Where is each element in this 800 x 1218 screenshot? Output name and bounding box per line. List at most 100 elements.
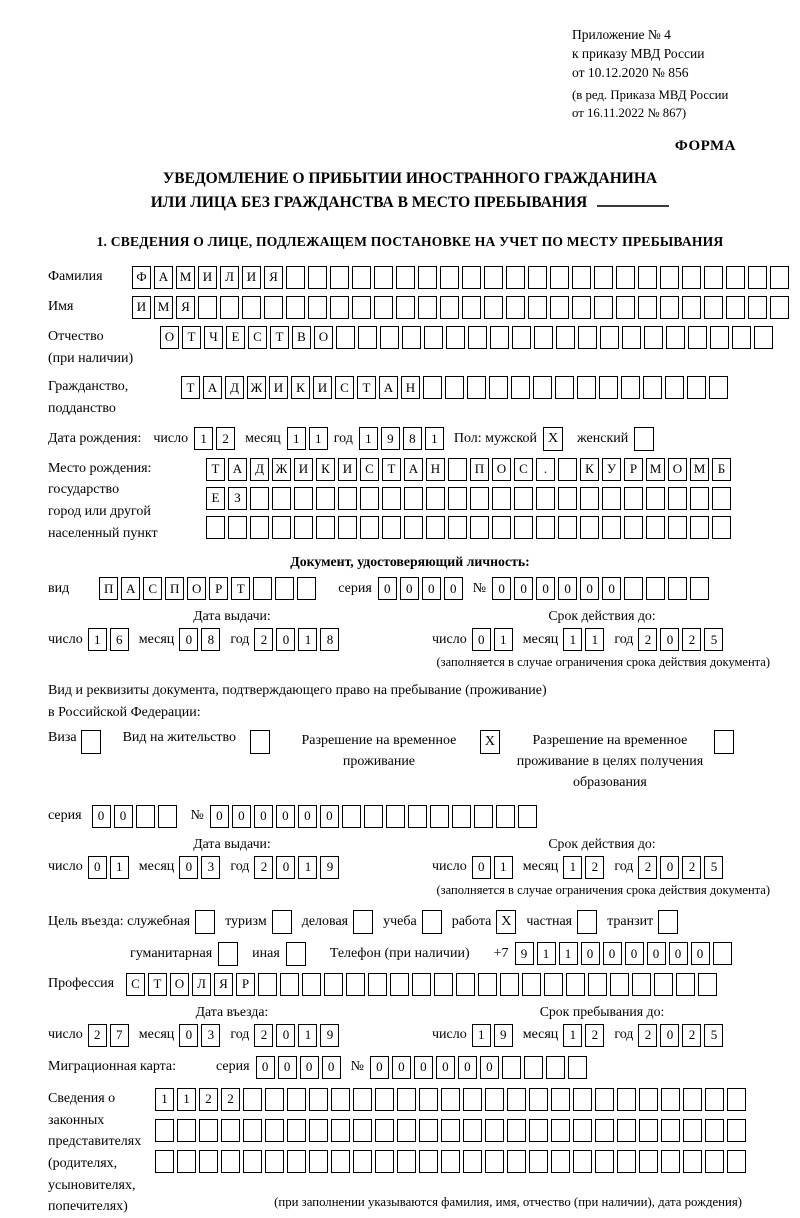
appendix-line: от 10.12.2020 № 856 <box>572 64 689 80</box>
purpose-private-checkbox[interactable] <box>577 909 598 934</box>
purpose-business-checkbox[interactable] <box>353 909 374 934</box>
profession-label: Профессия <box>48 976 115 992</box>
sex-female-checkbox[interactable] <box>634 426 655 451</box>
residence-permit-checkbox[interactable] <box>249 729 270 754</box>
citizenship-label: Гражданство, подданство <box>48 379 129 417</box>
month-label: месяц <box>522 859 559 875</box>
doc-expiry-note: (заполняется в случае ограничения срока … <box>436 655 770 670</box>
year-label: год <box>614 859 634 875</box>
purpose-work-label: работа <box>451 913 492 929</box>
purpose-study-checkbox[interactable] <box>421 909 442 934</box>
sex-male-checkbox[interactable]: X <box>543 426 564 451</box>
purpose-official-checkbox[interactable] <box>195 909 216 934</box>
year-label: год <box>230 1027 250 1043</box>
doc-expiry-caption: Срок действия до: <box>548 608 656 624</box>
purpose-tourism-label: туризм <box>225 913 267 929</box>
birth-place-grid-3[interactable] <box>206 515 731 539</box>
birth-date-label: Дата рождения: <box>48 430 142 446</box>
number-label: № <box>350 1059 364 1075</box>
purpose-humanitarian-checkbox[interactable] <box>218 941 239 966</box>
section1-heading: 1. СВЕДЕНИЯ О ЛИЦЕ, ПОДЛЕЖАЩЕМ ПОСТАНОВК… <box>96 233 724 249</box>
purpose-transit-checkbox[interactable] <box>658 909 679 934</box>
representatives-grid-3[interactable] <box>155 1149 746 1173</box>
identity-doc-heading: Документ, удостоверяющий личность: <box>290 554 530 570</box>
amendment-reference: (в ред. Приказа МВД России от 16.11.2022… <box>572 87 772 123</box>
temp-residence-education-checkbox[interactable] <box>713 729 734 754</box>
month-label: месяц <box>138 859 175 875</box>
residence-expiry-caption: Срок действия до: <box>548 835 656 851</box>
appendix-reference: Приложение № 4 к приказу МВД России от 1… <box>572 26 772 83</box>
number-label: № <box>190 808 204 824</box>
doc-kind-label: вид <box>48 580 70 596</box>
purpose-tourism-checkbox[interactable] <box>271 909 292 934</box>
visa-checkbox[interactable] <box>80 729 101 754</box>
purpose-other-checkbox[interactable] <box>285 941 306 966</box>
purpose-other-label: иная <box>252 945 280 961</box>
patronymic-label: Отчество (при наличии) <box>48 328 134 366</box>
month-label: месяц <box>522 631 559 647</box>
series-label: серия <box>216 1059 250 1075</box>
residence-expiry-note: (заполняется в случае ограничения срока … <box>436 882 770 897</box>
form-title-line2: ИЛИ ЛИЦА БЕЗ ГРАЖДАНСТВА В МЕСТО ПРЕБЫВА… <box>48 191 772 214</box>
place-number-underline <box>597 193 670 207</box>
purpose-study-label: учеба <box>383 913 417 929</box>
representatives-grid-2[interactable] <box>155 1118 746 1142</box>
sex-female-label: женский <box>577 430 629 446</box>
entry-date-caption: Дата въезда: <box>195 1003 269 1019</box>
day-label: число <box>153 430 189 446</box>
amendment-line: (в ред. Приказа МВД России <box>572 87 729 102</box>
purpose-work-checkbox[interactable]: X <box>496 909 517 934</box>
year-label: год <box>230 631 250 647</box>
temp-residence-checkbox[interactable]: X <box>479 729 500 754</box>
year-label: год <box>614 1027 634 1043</box>
purpose-business-label: деловая <box>301 913 349 929</box>
day-label: число <box>48 1027 83 1043</box>
purpose-humanitarian-label: гуманитарная <box>130 945 213 961</box>
year-label: год <box>230 859 250 875</box>
